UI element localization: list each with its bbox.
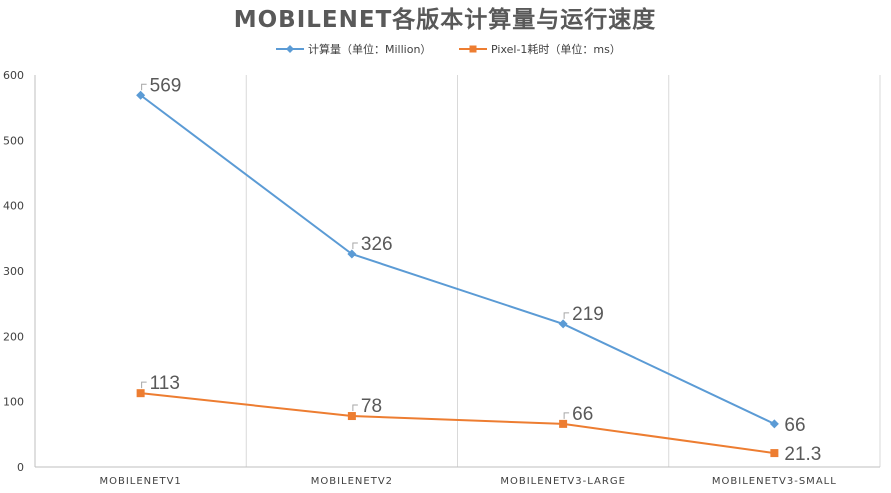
series-0-point-2 bbox=[558, 319, 568, 329]
data-label-series-0-1: 326 bbox=[361, 234, 393, 255]
y-tick-label-500: 500 bbox=[3, 134, 24, 147]
legend-label-latency: Pixel-1耗时（单位：ms） bbox=[491, 42, 621, 56]
y-tick-label-300: 300 bbox=[3, 265, 24, 278]
grid bbox=[245, 75, 881, 467]
legend-label-compute: 计算量（单位：Million） bbox=[308, 42, 431, 56]
leader-line-series-1-2 bbox=[563, 412, 570, 419]
series-0-point-3 bbox=[769, 419, 779, 429]
chart-title: MOBILENET各版本计算量与运行速度 bbox=[234, 6, 657, 33]
series-1-point-0 bbox=[136, 389, 145, 398]
x-tick-label-mobilenetv3-large: MOBILENETV3-LARGE bbox=[500, 476, 626, 487]
leader-line-series-1-0 bbox=[141, 381, 147, 389]
legend-marker-latency bbox=[469, 45, 477, 53]
x-tick-label-mobilenetv3-small: MOBILENETV3-SMALL bbox=[712, 476, 837, 487]
x-tick-label-mobilenetv2: MOBILENETV2 bbox=[311, 476, 393, 487]
data-labels: 569 326 219 66 113 78 66 21.3 bbox=[141, 75, 821, 465]
legend: 计算量（单位：Million） Pixel-1耗时（单位：ms） bbox=[276, 42, 621, 56]
series-line-0 bbox=[140, 94, 775, 425]
legend-entry-latency: Pixel-1耗时（单位：ms） bbox=[459, 42, 621, 56]
series-line-1 bbox=[140, 392, 775, 455]
data-label-series-1-1: 78 bbox=[361, 396, 382, 417]
series-1-point-1 bbox=[347, 412, 356, 421]
leader-line-series-0-0 bbox=[141, 83, 147, 91]
data-label-series-0-3: 66 bbox=[784, 415, 805, 436]
series-1-point-2 bbox=[559, 419, 568, 428]
data-label-series-0-0: 569 bbox=[150, 75, 182, 96]
y-tick-label-600: 600 bbox=[3, 69, 24, 82]
series-1-point-3 bbox=[770, 449, 779, 458]
legend-entry-compute: 计算量（单位：Million） bbox=[276, 42, 431, 56]
leader-line-series-0-1 bbox=[352, 242, 358, 250]
leader-line-series-1-1 bbox=[352, 404, 358, 412]
data-label-series-1-2: 66 bbox=[572, 404, 593, 425]
y-tick-label-0: 0 bbox=[17, 461, 24, 474]
legend-marker-compute bbox=[286, 45, 294, 53]
data-label-series-0-2: 219 bbox=[572, 304, 604, 325]
y-tick-label-100: 100 bbox=[3, 396, 24, 409]
series-0-point-0 bbox=[136, 90, 146, 100]
series-0-point-1 bbox=[347, 249, 357, 259]
series bbox=[136, 90, 779, 458]
y-tick-label-400: 400 bbox=[3, 200, 24, 213]
leader-line-series-0-2 bbox=[563, 312, 570, 319]
y-tick-label-200: 200 bbox=[3, 330, 24, 343]
axes: 0 100 200 300 400 500 600 MOBILENETV1 MOBILENETV… bbox=[3, 69, 880, 487]
data-label-series-1-0: 113 bbox=[150, 373, 180, 394]
x-tick-label-mobilenetv1: MOBILENETV1 bbox=[99, 476, 181, 487]
data-label-series-1-3: 21.3 bbox=[784, 444, 821, 465]
